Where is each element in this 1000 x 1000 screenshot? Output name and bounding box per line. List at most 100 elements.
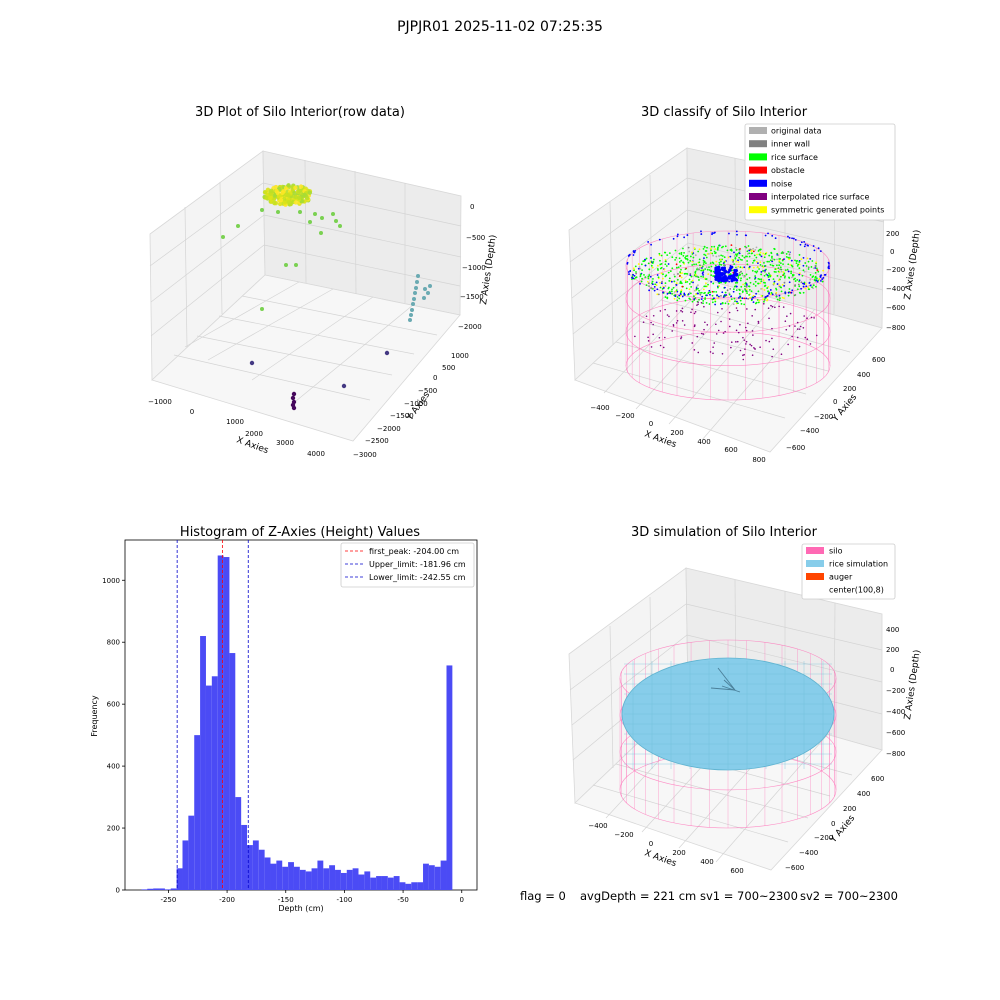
classify-point xyxy=(769,293,772,296)
classify-point xyxy=(730,244,733,247)
classify-point xyxy=(666,254,669,257)
classify-point xyxy=(744,348,746,350)
legend-label: inner wall xyxy=(771,140,810,149)
classify-point xyxy=(776,298,779,301)
classify-point xyxy=(743,256,746,259)
classify-point xyxy=(785,255,788,258)
tick-label: −2000 xyxy=(458,323,482,331)
tick-label: 600 xyxy=(730,867,743,875)
classify-point xyxy=(783,272,786,275)
classify-point xyxy=(659,344,662,347)
classify-point xyxy=(742,274,744,277)
classify-point xyxy=(650,287,653,290)
classify-point xyxy=(705,250,708,252)
legend-label: obstacle xyxy=(771,166,805,175)
raw-point xyxy=(292,190,297,196)
classify-point xyxy=(728,311,731,314)
hist-bar xyxy=(258,849,265,890)
hist-bar xyxy=(323,868,330,890)
classify-point xyxy=(799,292,802,295)
classify-point xyxy=(774,306,776,309)
classify-point xyxy=(671,288,673,291)
legend-label: Upper_limit: -181.96 cm xyxy=(369,560,466,569)
hist-bar xyxy=(346,869,353,890)
classify-point xyxy=(723,294,726,297)
classify-point xyxy=(786,315,788,317)
classify-point xyxy=(697,292,699,295)
hist-xlabel: Depth (cm) xyxy=(278,904,323,913)
classify-point xyxy=(691,251,693,254)
classify-point xyxy=(791,335,793,338)
classify-point xyxy=(800,258,803,261)
classify-3d-yticks: 600 400 200 0 −200 −400 −600 xyxy=(786,356,885,452)
classify-point xyxy=(681,307,684,310)
tick-label: 0 xyxy=(890,666,894,674)
classify-point xyxy=(738,250,741,253)
classify-point xyxy=(740,277,742,280)
classify-point xyxy=(807,266,810,269)
raw-3d-yticks: 1000 500 0 −500 −1000 −1500 −2000 −2500 … xyxy=(353,352,469,459)
classify-point xyxy=(735,249,738,251)
classify-point xyxy=(725,278,729,282)
classify-point xyxy=(708,269,711,271)
classify-3d-xticks: −400 −200 0 200 400 600 800 xyxy=(590,404,765,464)
classify-point xyxy=(771,355,773,358)
classify-point xyxy=(751,315,753,317)
classify-point xyxy=(723,256,726,259)
classify-point xyxy=(676,299,679,302)
classify-point xyxy=(796,336,799,339)
classify-point xyxy=(726,289,729,292)
classify-point xyxy=(700,269,703,272)
classify-point xyxy=(652,278,654,280)
classify-point xyxy=(683,236,686,239)
tick-label: 0 xyxy=(649,420,653,428)
classify-point xyxy=(633,275,636,277)
classify-point xyxy=(773,258,776,261)
classify-point xyxy=(714,248,717,250)
classify-point xyxy=(664,260,667,263)
raw-point xyxy=(294,263,298,267)
classify-point xyxy=(821,280,824,283)
classify-point xyxy=(755,271,758,274)
classify-point xyxy=(796,288,799,291)
hist-bar xyxy=(235,797,242,890)
classify-point xyxy=(804,243,807,246)
classify-point xyxy=(686,255,689,257)
classify-point xyxy=(802,269,805,272)
classify-point xyxy=(742,358,745,361)
tick-label: 0 xyxy=(831,820,835,828)
classify-point xyxy=(714,264,717,267)
classify-point xyxy=(763,274,766,277)
classify-point xyxy=(790,259,793,262)
classify-point xyxy=(659,259,661,262)
classify-point xyxy=(742,283,745,286)
tick-label: 400 xyxy=(857,371,870,379)
classify-point xyxy=(700,298,703,301)
tick-label: −200 xyxy=(886,266,905,274)
classify-point xyxy=(733,251,735,254)
classify-point xyxy=(676,296,679,298)
hist-bar xyxy=(376,876,382,890)
classify-point xyxy=(647,284,650,287)
classify-point xyxy=(681,320,684,322)
classify-point xyxy=(764,264,767,267)
legend-label: Lower_limit: -242.55 cm xyxy=(369,573,466,582)
classify-point xyxy=(766,287,769,289)
classify-point xyxy=(743,303,746,306)
classify-point xyxy=(647,277,650,280)
classify-point xyxy=(745,273,748,276)
classify-point xyxy=(652,323,654,326)
classify-point xyxy=(710,265,713,268)
classify-point xyxy=(724,245,727,248)
classify-point xyxy=(694,311,697,313)
classify-point xyxy=(770,252,773,255)
classify-point xyxy=(757,250,760,252)
classify-point xyxy=(741,259,743,261)
classify-point xyxy=(755,260,758,263)
tick-label: 200 xyxy=(672,849,685,857)
classify-point xyxy=(752,250,755,253)
hist-bar xyxy=(182,840,189,890)
classify-point xyxy=(745,340,748,343)
tick-label: −200 xyxy=(614,831,633,839)
classify-point xyxy=(628,253,631,256)
